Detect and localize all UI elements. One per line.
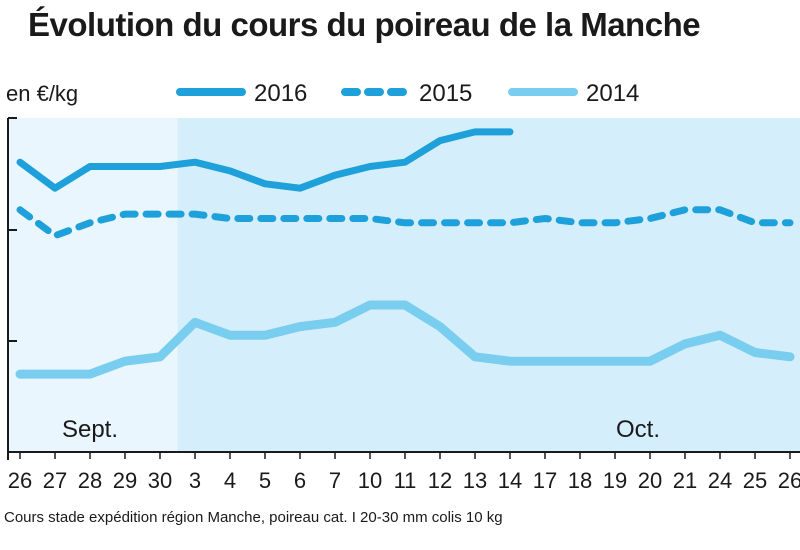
x-tick-label: 28 <box>78 468 102 493</box>
x-tick-label: 6 <box>294 468 306 493</box>
x-tick-label: 26 <box>778 468 800 493</box>
x-tick-label: 18 <box>568 468 592 493</box>
x-tick-label: 14 <box>498 468 522 493</box>
x-tick-label: 3 <box>189 468 201 493</box>
legend-label-2016: 2016 <box>254 80 307 107</box>
x-tick-label: 17 <box>533 468 557 493</box>
x-tick-label: 19 <box>603 468 627 493</box>
plot-background-october <box>177 118 800 452</box>
x-tick-label: 10 <box>358 468 382 493</box>
x-tick-label: 24 <box>708 468 732 493</box>
x-tick-label: 29 <box>113 468 137 493</box>
source-note: Cours stade expédition région Manche, po… <box>4 509 503 526</box>
x-tick-label: 26 <box>8 468 32 493</box>
month-label-september: Sept. <box>62 416 118 443</box>
month-label-october: Oct. <box>616 416 660 443</box>
x-tick-label: 7 <box>329 468 341 493</box>
legend-label-2015: 2015 <box>419 80 472 107</box>
x-tick-label: 30 <box>148 468 172 493</box>
x-tick-label: 11 <box>394 468 417 493</box>
x-tick-label: 21 <box>673 468 697 493</box>
x-tick-label: 4 <box>224 468 236 493</box>
x-tick-label: 12 <box>428 468 452 493</box>
x-tick-label: 13 <box>463 468 487 493</box>
x-tick-label: 27 <box>43 468 67 493</box>
x-tick-label: 20 <box>638 468 662 493</box>
y-axis-label: en €/kg <box>6 81 78 106</box>
x-tick-label: 25 <box>743 468 767 493</box>
chart-title: Évolution du cours du poireau de la Manc… <box>28 6 701 43</box>
x-tick-label: 5 <box>259 468 271 493</box>
legend-label-2014: 2014 <box>586 80 639 107</box>
